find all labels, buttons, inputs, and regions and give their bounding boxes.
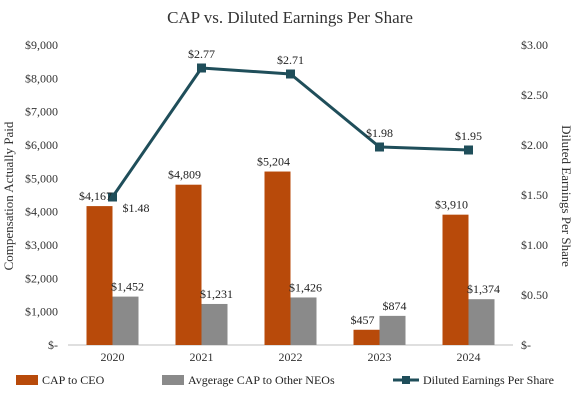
bar-data-label: $1,452 — [111, 280, 144, 294]
y-tick-label: $9,000 — [25, 38, 58, 52]
legend-swatch — [16, 375, 38, 385]
data-labels: $4,167 $4,809 $5,204 $457 $3,910 $1,452 $1,231… — [79, 47, 500, 327]
y-tick-label: $2,000 — [25, 271, 58, 285]
legend: CAP to CEO Avgerage CAP to Other NEOs Dilu… — [16, 373, 554, 387]
y-tick-label: $- — [48, 338, 58, 352]
legend-label: CAP to CEO — [42, 373, 105, 387]
y2-tick-label: $2.50 — [521, 88, 548, 102]
legend-label: Diluted Earnings Per Share — [423, 373, 554, 387]
y-tick-label: $8,000 — [25, 71, 58, 85]
y2-tick-label: $2.00 — [521, 138, 548, 152]
bar-data-label: $1,426 — [289, 280, 322, 294]
eps-marker — [464, 145, 473, 155]
bar-data-label: $1,374 — [467, 282, 500, 296]
x-tick-label: 2021 — [190, 350, 214, 364]
eps-marker — [375, 142, 384, 152]
eps-data-label: $1.98 — [366, 126, 393, 140]
y-tick-label: $7,000 — [25, 105, 58, 119]
bar-cap-to-ceo — [86, 206, 113, 345]
y2-tick-label: $1.00 — [521, 238, 548, 252]
chart-title: CAP vs. Diluted Earnings Per Share — [167, 8, 413, 27]
eps-marker — [108, 192, 117, 202]
bar-cap-to-ceo — [175, 184, 202, 345]
bar-avg-cap-other-neos — [468, 299, 495, 345]
y-tick-label: $4,000 — [25, 205, 58, 219]
y2-axis-title: Diluted Earnings Per Share — [559, 125, 574, 267]
bar-data-label: $3,910 — [435, 198, 468, 212]
x-tick-label: 2020 — [101, 350, 125, 364]
y-axis-ticks: $- $1,000 $2,000 $3,000 $4,000 $5,000 $6,000 $7… — [25, 38, 58, 352]
y-tick-label: $1,000 — [25, 305, 58, 319]
x-tick-label: 2023 — [368, 350, 392, 364]
y2-tick-label: $0.50 — [521, 288, 548, 302]
x-tick-label: 2022 — [279, 350, 303, 364]
eps-marker — [286, 69, 295, 79]
legend-marker — [402, 376, 410, 384]
y2-tick-label: $1.50 — [521, 188, 548, 202]
eps-data-label: $1.95 — [455, 129, 482, 143]
x-tick-label: 2024 — [457, 350, 481, 364]
bar-data-label: $874 — [383, 299, 407, 313]
eps-marker — [197, 63, 206, 73]
legend-label: Avgerage CAP to Other NEOs — [188, 373, 335, 387]
bar-data-label: $457 — [351, 313, 375, 327]
bar-data-label: $4,809 — [168, 168, 201, 182]
y-tick-label: $6,000 — [25, 138, 58, 152]
y-axis-title: Compensation Actually Paid — [1, 121, 16, 270]
bar-avg-cap-other-neos — [290, 297, 317, 345]
bar-data-label: $1,231 — [200, 287, 233, 301]
eps-data-label: $2.77 — [188, 47, 215, 61]
y-tick-label: $5,000 — [25, 171, 58, 185]
bar-avg-cap-other-neos — [379, 315, 406, 345]
bar-cap-to-ceo — [264, 171, 291, 345]
eps-data-label: $1.48 — [123, 201, 150, 215]
legend-swatch — [162, 375, 184, 385]
bar-data-label: $4,167 — [79, 189, 112, 203]
bar-avg-cap-other-neos — [201, 303, 228, 345]
eps-data-label: $2.71 — [277, 53, 304, 67]
y2-tick-label: $3.00 — [521, 38, 548, 52]
y2-tick-label: $- — [521, 338, 531, 352]
bar-cap-to-ceo — [442, 214, 469, 345]
bar-avg-cap-other-neos — [112, 296, 139, 345]
y2-axis-ticks: $- $0.50 $1.00 $1.50 $2.00 $2.50 $3.00 — [521, 38, 548, 352]
bar-series — [86, 171, 495, 345]
bar-data-label: $5,204 — [257, 155, 290, 169]
line-series — [108, 63, 473, 202]
x-axis-ticks: 2020 2021 2022 2023 2024 — [101, 350, 481, 364]
y-tick-label: $3,000 — [25, 238, 58, 252]
bar-cap-to-ceo — [353, 329, 380, 345]
